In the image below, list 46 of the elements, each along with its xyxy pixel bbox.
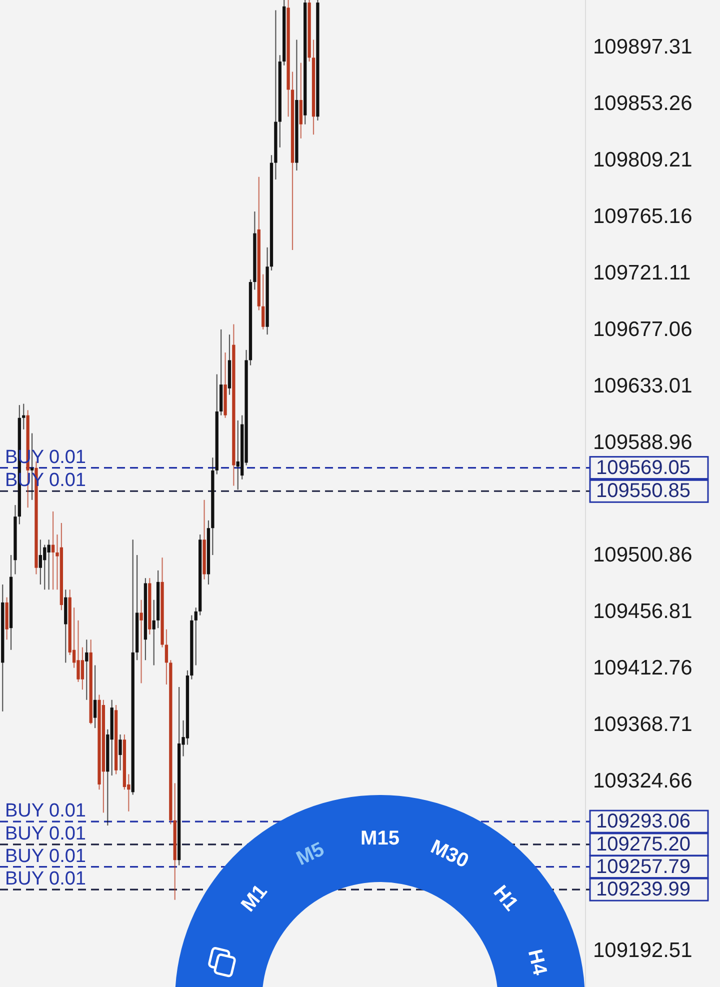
candlestick [38,539,42,586]
y-tick-label: 109192.51 [593,938,692,962]
category-label: H1 [488,882,522,916]
y-tick-label: 109809.21 [593,148,692,172]
y-tick-label: 109677.06 [593,318,692,341]
ref-line-label: BUY 0.01 [5,846,86,867]
text: 109257.79 [596,856,691,878]
candlestick [236,420,240,490]
text: 109275.20 [596,833,691,856]
y-tick-label: 109765.16 [593,204,692,228]
category-label: M15 [360,828,400,850]
candlestick [194,607,198,666]
candlestick [164,628,168,686]
candlestick [118,734,122,771]
category-label: M5 [293,838,328,870]
ref-line-label: BUY 0.01 [5,800,86,822]
y-tick-label: 109897.31 [593,36,692,59]
category-label: M30 [427,836,472,873]
category-label: M1 [237,880,272,916]
candlestick [43,544,46,590]
candlestick [47,539,50,590]
candlestick [85,639,88,700]
y-tick-label: 109633.01 [593,374,692,398]
y-tick-label: 109500.86 [593,544,692,567]
candlestick [76,620,80,682]
y-tick-label: 109721.11 [593,261,691,284]
ref-line-label: BUY 0.01 [5,823,86,844]
y-tick-label: 109456.81 [593,600,692,624]
candlestick [80,646,84,690]
text: 109293.06 [596,810,691,833]
candlestick [262,274,265,330]
text: 109569.05 [596,456,691,479]
ref-line-label: BUY 0.01 [5,868,86,890]
y-tick-label: 109368.71 [593,713,692,736]
text: 109550.85 [596,480,691,502]
y-tick-label: 109853.26 [593,92,692,115]
y-tick-label: 109588.96 [593,430,692,454]
text: 109239.99 [596,878,691,901]
candlestick [140,599,143,684]
y-tick-label: 109324.66 [593,770,692,793]
category-label: H4 [523,947,551,978]
candlestick [93,664,97,729]
candlestick [152,599,156,666]
candlestick [51,510,55,590]
y-tick-label: 109412.76 [593,656,692,680]
candlestick [22,403,26,430]
